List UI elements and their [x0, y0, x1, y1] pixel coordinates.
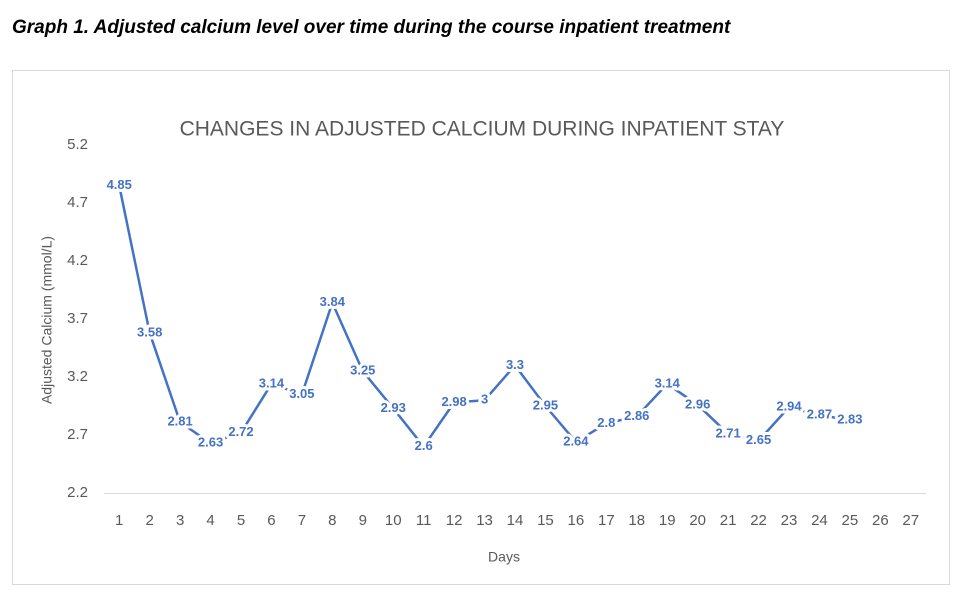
- data-label: 2.95: [533, 397, 558, 412]
- data-label: 2.98: [441, 394, 466, 409]
- data-label: 3.14: [259, 375, 285, 390]
- x-tick-label: 27: [902, 512, 919, 529]
- data-label: 2.87: [807, 407, 832, 422]
- data-label: 2.63: [198, 435, 223, 450]
- data-label: 2.83: [837, 411, 862, 426]
- data-label: 3.58: [137, 324, 162, 339]
- x-tick-label: 15: [537, 512, 554, 529]
- x-tick-label: 7: [298, 512, 306, 529]
- x-tick-label: 25: [842, 512, 859, 529]
- x-tick-label: 2: [145, 512, 153, 529]
- x-tick-label: 12: [446, 512, 463, 529]
- x-tick-label: 23: [781, 512, 798, 529]
- x-tick-label: 13: [476, 512, 493, 529]
- caption: Graph 1. Adjusted calcium level over tim…: [12, 17, 731, 38]
- x-tick-label: 14: [507, 512, 524, 529]
- data-label: 2.81: [167, 414, 192, 429]
- x-tick-label: 24: [811, 512, 828, 529]
- x-tick-label: 22: [750, 512, 767, 529]
- data-label: 3.84: [320, 294, 346, 309]
- y-tick-label: 3.7: [67, 310, 88, 327]
- x-axis-title: Days: [488, 549, 520, 565]
- chart-title: CHANGES IN ADJUSTED CALCIUM DURING INPAT…: [180, 118, 785, 141]
- x-tick-label: 17: [598, 512, 615, 529]
- x-tick-label: 6: [267, 512, 275, 529]
- data-label: 3.05: [289, 386, 314, 401]
- x-tick-label: 21: [720, 512, 737, 529]
- data-label: 2.8: [597, 415, 615, 430]
- y-tick-label: 4.7: [67, 194, 88, 211]
- y-tick-label: 3.2: [67, 368, 88, 385]
- data-label: 2.94: [776, 399, 802, 414]
- x-tick-label: 18: [628, 512, 645, 529]
- x-tick-label: 1: [115, 512, 123, 529]
- data-label: 2.93: [381, 400, 406, 415]
- data-label: 2.72: [228, 424, 253, 439]
- data-label: 3: [481, 392, 488, 407]
- y-tick-label: 5.2: [67, 136, 88, 153]
- data-label: 4.85: [107, 177, 132, 192]
- data-label: 3.3: [506, 357, 524, 372]
- data-label: 2.86: [624, 408, 649, 423]
- x-tick-label: 5: [237, 512, 245, 529]
- data-label: 2.96: [685, 396, 710, 411]
- chart-frame: [12, 70, 950, 585]
- y-axis-title: Adjusted Calcium (mmol/L): [39, 236, 55, 404]
- data-label: 3.25: [350, 363, 375, 378]
- data-label: 2.65: [746, 432, 771, 447]
- x-tick-label: 19: [659, 512, 676, 529]
- x-tick-label: 8: [328, 512, 336, 529]
- x-tick-label: 20: [689, 512, 706, 529]
- x-tick-label: 16: [568, 512, 585, 529]
- x-tick-label: 3: [176, 512, 184, 529]
- data-label: 3.14: [655, 375, 681, 390]
- y-tick-label: 2.7: [67, 426, 88, 443]
- x-tick-label: 11: [416, 512, 432, 529]
- y-tick-label: 2.2: [67, 484, 88, 501]
- data-label: 2.64: [563, 433, 589, 448]
- x-tick-label: 9: [359, 512, 367, 529]
- data-line: [117, 185, 851, 448]
- y-tick-label: 4.2: [67, 252, 88, 269]
- data-label: 2.6: [415, 438, 433, 453]
- x-tick-label: 26: [872, 512, 889, 529]
- data-label: 2.71: [715, 425, 740, 440]
- x-tick-label: 4: [206, 512, 214, 529]
- x-tick-label: 10: [385, 512, 402, 529]
